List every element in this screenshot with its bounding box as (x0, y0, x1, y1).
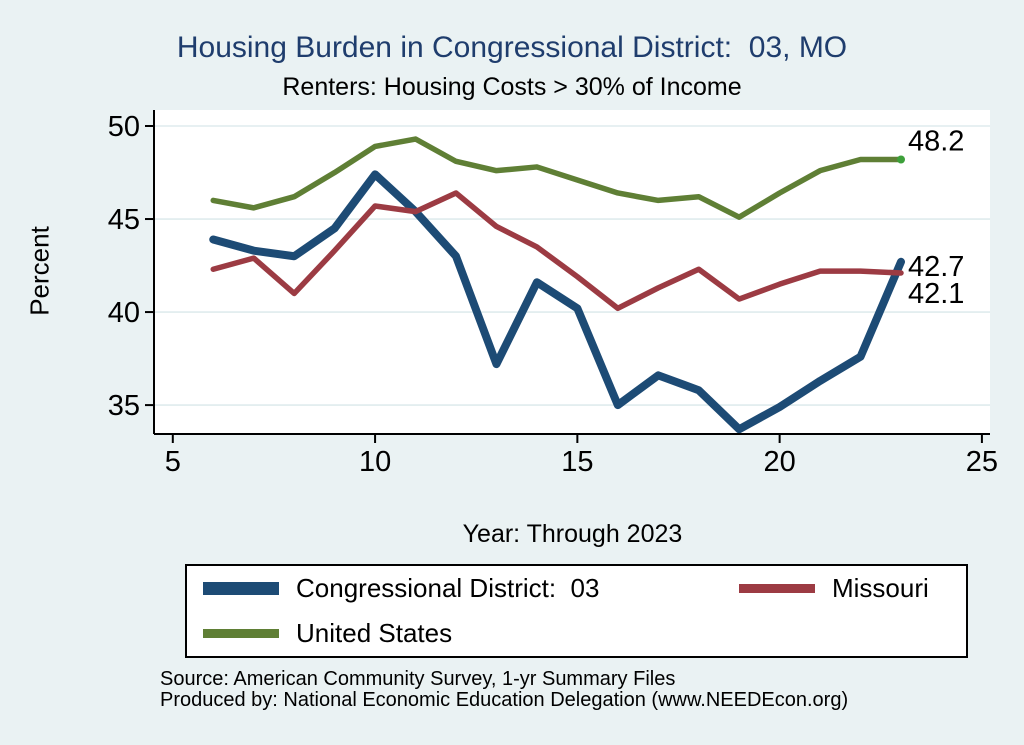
series-line-congressional-district-03 (209, 170, 905, 434)
x-tick-label-25: 25 (966, 446, 998, 478)
x-tick-label-15: 15 (561, 446, 593, 478)
footer-notes: Source: American Community Survey, 1-yr … (160, 669, 1000, 711)
end-label-congressional-district-03: 42.7 (908, 251, 964, 283)
us-end-marker (896, 155, 905, 164)
legend-label-united-states: United States (296, 618, 453, 648)
end-label-missouri: 42.1 (908, 278, 964, 310)
y-tick-label-35: 35 (108, 390, 140, 422)
end-label-united-states: 48.2 (908, 125, 964, 157)
x-tick-label-20: 20 (763, 446, 795, 478)
legend-label-missouri: Missouri (832, 573, 929, 603)
legend-swatch-missouri (739, 584, 815, 593)
legend-swatch-congressional-district-03 (203, 582, 279, 595)
legend-item-united-states: United States (203, 618, 739, 649)
y-tick-label-40: 40 (108, 297, 140, 329)
legend-item-congressional-district-03: Congressional District: 03 (203, 573, 739, 604)
series-line-united-states (210, 136, 904, 220)
producer-note: Produced by: National Economic Education… (160, 689, 849, 711)
chart-title: Housing Burden in Congressional District… (176, 31, 848, 64)
x-tick-label-5: 5 (165, 446, 181, 478)
x-axis-title: Year: Through 2023 (462, 520, 683, 548)
x-tick-label-10: 10 (359, 446, 391, 478)
legend-swatch-united-states (203, 629, 279, 638)
legend-item-missouri: Missouri (739, 573, 950, 604)
y-tick-label-45: 45 (108, 204, 140, 236)
y-tick-label-50: 50 (108, 111, 140, 143)
legend: Congressional District: 03 Missouri United… (185, 564, 968, 658)
chart-subtitle: Renters: Housing Costs > 30% of Income (282, 73, 742, 101)
source-note: Source: American Community Survey, 1-yr … (160, 668, 676, 690)
legend-label-congressional-district-03: Congressional District: 03 (296, 573, 600, 603)
series-line-missouri (210, 190, 904, 312)
